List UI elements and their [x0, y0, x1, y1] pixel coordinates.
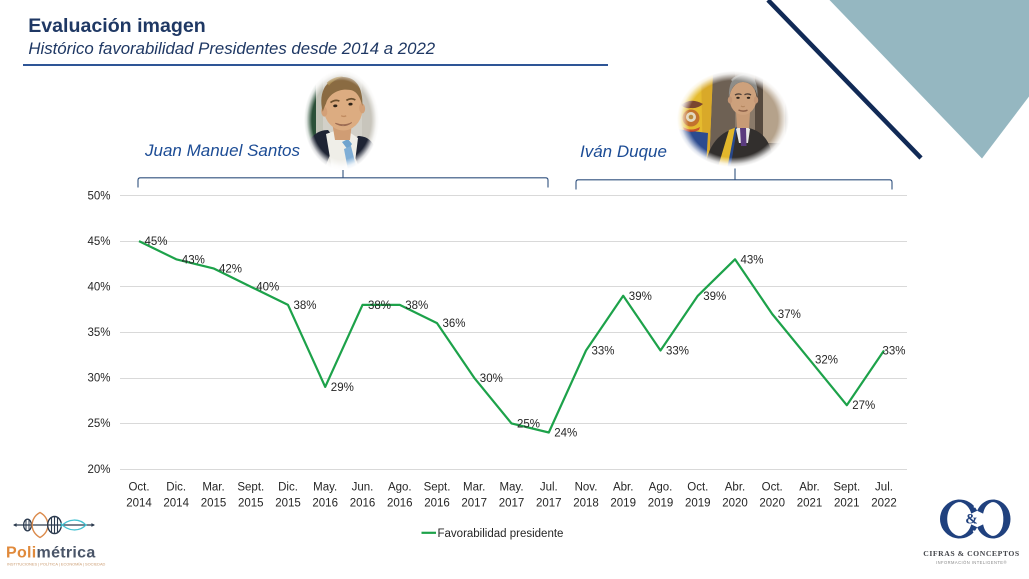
svg-text:Jul.: Jul.: [875, 482, 893, 494]
svg-text:25%: 25%: [87, 418, 110, 430]
svg-text:2015: 2015: [238, 498, 264, 510]
svg-text:33%: 33%: [666, 346, 689, 358]
svg-text:Sept.: Sept.: [833, 482, 860, 494]
svg-text:39%: 39%: [629, 291, 652, 303]
svg-text:42%: 42%: [219, 263, 242, 275]
svg-text:2020: 2020: [759, 498, 785, 510]
svg-text:INSTITUCIONES | POLÍTICA | ECO: INSTITUCIONES | POLÍTICA | ECONOMÍA | SO…: [7, 562, 106, 567]
svg-text:2019: 2019: [685, 498, 711, 510]
svg-text:38%: 38%: [294, 300, 317, 312]
svg-text:25%: 25%: [517, 418, 540, 430]
svg-text:2016: 2016: [424, 498, 450, 510]
svg-text:Ago.: Ago.: [388, 482, 412, 494]
svg-text:30%: 30%: [87, 373, 110, 385]
svg-text:45%: 45%: [87, 236, 110, 248]
svg-text:2021: 2021: [797, 498, 823, 510]
svg-text:43%: 43%: [741, 254, 764, 266]
svg-text:2014: 2014: [126, 498, 152, 510]
svg-text:33%: 33%: [883, 346, 906, 358]
svg-text:20%: 20%: [87, 464, 110, 476]
svg-text:Polimétrica: Polimétrica: [6, 545, 96, 562]
svg-text:2016: 2016: [312, 498, 338, 510]
svg-text:Oct.: Oct.: [762, 482, 783, 494]
svg-text:2015: 2015: [201, 498, 227, 510]
svg-text:Oct.: Oct.: [128, 482, 149, 494]
svg-text:Nov.: Nov.: [575, 482, 598, 494]
svg-text:32%: 32%: [815, 355, 838, 367]
svg-text:May.: May.: [499, 482, 523, 494]
svg-text:2016: 2016: [387, 498, 413, 510]
svg-text:33%: 33%: [592, 346, 615, 358]
svg-text:38%: 38%: [405, 300, 428, 312]
svg-text:Jul.: Jul.: [540, 482, 558, 494]
svg-text:Mar.: Mar.: [202, 482, 224, 494]
svg-text:Favorabilidad presidente: Favorabilidad presidente: [438, 528, 564, 540]
svg-text:30%: 30%: [480, 373, 503, 385]
svg-text:2022: 2022: [871, 498, 897, 510]
svg-text:CIFRAS & CONCEPTOS: CIFRAS & CONCEPTOS: [923, 549, 1019, 558]
svg-text:40%: 40%: [87, 282, 110, 294]
svg-text:39%: 39%: [703, 291, 726, 303]
svg-text:35%: 35%: [87, 327, 110, 339]
svg-text:2020: 2020: [722, 498, 748, 510]
svg-text:36%: 36%: [443, 318, 466, 330]
svg-text:2015: 2015: [275, 498, 301, 510]
svg-text:2017: 2017: [536, 498, 562, 510]
svg-text:24%: 24%: [554, 428, 577, 440]
svg-text:27%: 27%: [852, 400, 875, 412]
svg-text:Abr.: Abr.: [799, 482, 819, 494]
svg-text:Abr.: Abr.: [613, 482, 633, 494]
svg-text:Dic.: Dic.: [278, 482, 298, 494]
svg-text:2014: 2014: [163, 498, 189, 510]
svg-text:2021: 2021: [834, 498, 860, 510]
svg-text:Sept.: Sept.: [424, 482, 451, 494]
svg-text:Dic.: Dic.: [166, 482, 186, 494]
svg-text:Jun.: Jun.: [352, 482, 374, 494]
svg-text:Mar.: Mar.: [463, 482, 485, 494]
svg-text:40%: 40%: [256, 282, 279, 294]
svg-text:INFORMACIÓN INTELIGENTE®: INFORMACIÓN INTELIGENTE®: [936, 560, 1007, 565]
svg-text:29%: 29%: [331, 382, 354, 394]
svg-text:&: &: [965, 512, 978, 528]
svg-text:2019: 2019: [648, 498, 674, 510]
svg-text:May.: May.: [313, 482, 337, 494]
svg-text:Sept.: Sept.: [237, 482, 264, 494]
svg-text:Abr.: Abr.: [725, 482, 745, 494]
svg-text:45%: 45%: [145, 236, 168, 248]
svg-text:50%: 50%: [87, 190, 110, 202]
svg-text:38%: 38%: [368, 300, 391, 312]
svg-text:2016: 2016: [350, 498, 376, 510]
svg-text:43%: 43%: [182, 254, 205, 266]
svg-text:2017: 2017: [461, 498, 487, 510]
svg-text:Ago.: Ago.: [649, 482, 673, 494]
svg-text:2018: 2018: [573, 498, 599, 510]
svg-text:37%: 37%: [778, 309, 801, 321]
svg-text:2019: 2019: [610, 498, 636, 510]
svg-text:Oct.: Oct.: [687, 482, 708, 494]
svg-text:2017: 2017: [499, 498, 525, 510]
